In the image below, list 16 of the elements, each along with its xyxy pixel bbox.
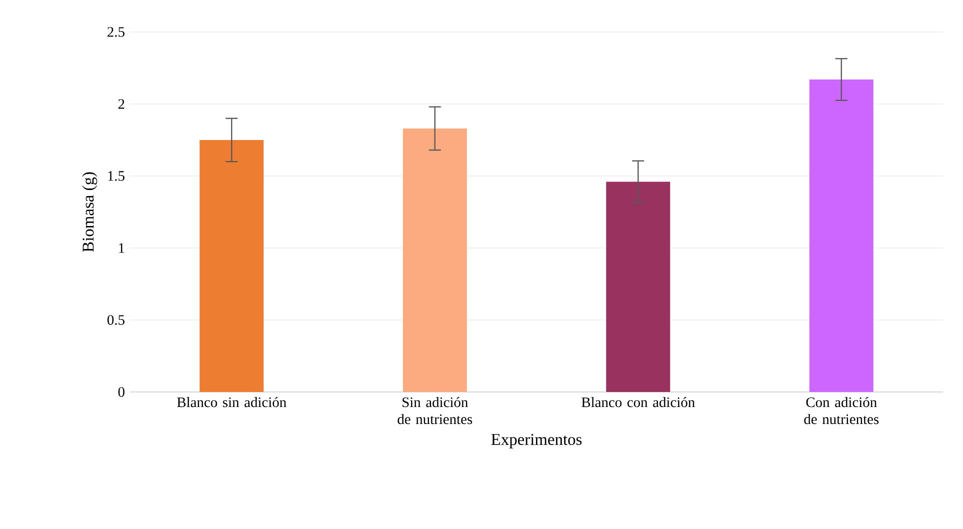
x-tick-label: Blanco con adición (582, 396, 695, 408)
y-tick-label: 0 (118, 387, 124, 397)
x-tick-label: Sin adición de nutrientes (398, 396, 472, 424)
y-axis-title: Biomasa (g) (82, 172, 98, 252)
x-tick-label: Con adición de nutrientes (804, 396, 879, 424)
y-tick-label: 0.5 (107, 315, 124, 325)
y-tick-label: 2 (118, 99, 124, 109)
bar (200, 140, 264, 392)
y-tick-label: 1.5 (108, 171, 124, 181)
bar (402, 128, 467, 392)
y-tick-label: 1 (119, 243, 124, 253)
x-tick-label: Blanco sin adición (177, 396, 286, 408)
y-tick-label: 2.5 (108, 27, 124, 37)
bar (809, 80, 874, 392)
x-axis-title: Experimentos (491, 434, 582, 448)
bar (606, 182, 670, 392)
